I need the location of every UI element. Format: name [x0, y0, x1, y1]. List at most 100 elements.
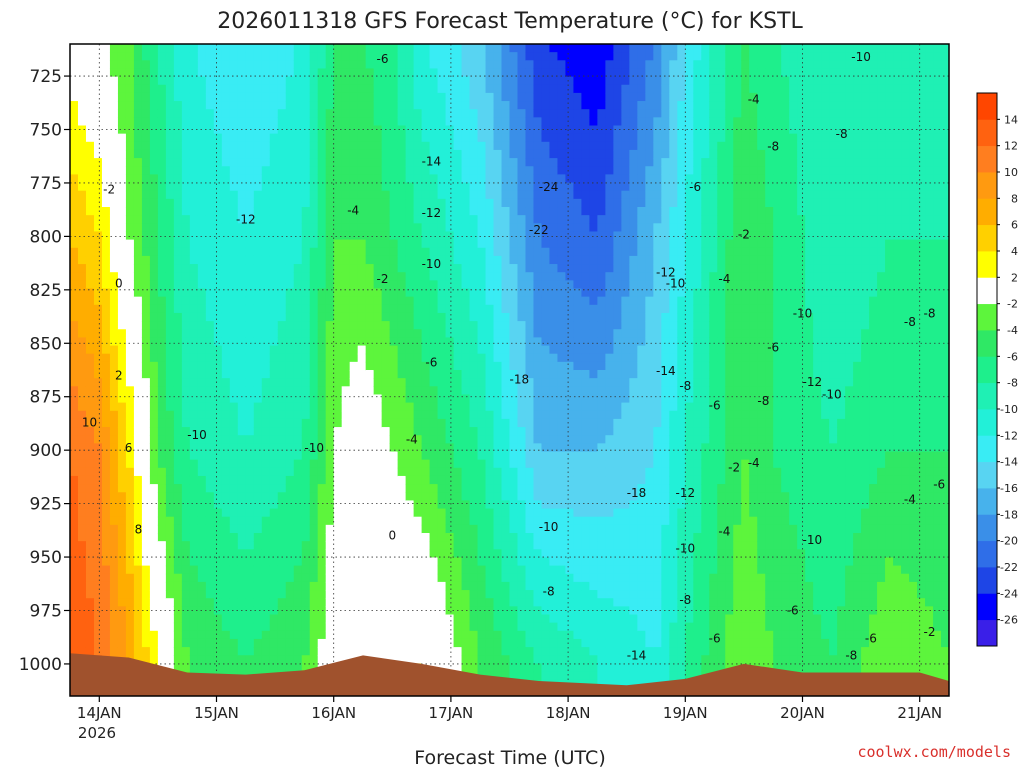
temperature-cell [389, 280, 399, 290]
temperature-cell [389, 655, 399, 664]
temperature-cell [525, 280, 535, 290]
temperature-cell [237, 524, 247, 534]
temperature-cell [85, 247, 95, 257]
temperature-cell [333, 557, 343, 567]
temperature-cell [285, 174, 295, 184]
temperature-cell [301, 402, 311, 412]
temperature-cell [309, 508, 319, 518]
temperature-cell [181, 647, 191, 656]
temperature-cell [133, 239, 143, 249]
temperature-cell [429, 255, 439, 265]
temperature-cell [93, 255, 103, 265]
temperature-cell [469, 215, 479, 224]
temperature-cell [517, 92, 527, 102]
temperature-cell [429, 475, 439, 485]
temperature-cell [421, 541, 431, 550]
temperature-cell [501, 215, 511, 224]
temperature-cell [70, 516, 79, 526]
temperature-cell [221, 264, 231, 273]
temperature-cell [477, 370, 487, 379]
temperature-cell [157, 190, 167, 200]
temperature-cell [357, 207, 367, 216]
temperature-cell [133, 158, 143, 167]
temperature-cell [413, 622, 423, 632]
temperature-cell [157, 492, 167, 501]
temperature-cell [237, 467, 247, 477]
temperature-cell [549, 198, 559, 208]
temperature-cell [77, 125, 87, 135]
temperature-cell [149, 524, 159, 534]
temperature-cell [301, 500, 311, 510]
temperature-cell [165, 337, 175, 347]
temperature-cell [493, 614, 503, 624]
temperature-cell [309, 329, 319, 338]
temperature-cell [437, 215, 447, 224]
temperature-cell [525, 655, 535, 664]
temperature-cell [373, 386, 383, 396]
temperature-cell [509, 215, 519, 224]
temperature-cell [461, 549, 471, 559]
temperature-cell [445, 630, 455, 640]
temperature-cell [117, 484, 127, 493]
temperature-cell [277, 402, 287, 412]
temperature-cell [453, 622, 463, 632]
temperature-cell [469, 541, 479, 550]
temperature-cell [541, 516, 551, 526]
temperature-cell [149, 321, 159, 330]
temperature-cell [557, 329, 567, 338]
temperature-cell [261, 590, 271, 599]
temperature-cell [493, 378, 503, 387]
temperature-cell [413, 304, 423, 314]
temperature-cell [429, 386, 439, 396]
temperature-cell [525, 84, 535, 94]
temperature-cell [277, 166, 287, 175]
temperature-cell [421, 239, 431, 249]
temperature-cell [525, 435, 535, 444]
temperature-cell [173, 492, 183, 501]
temperature-cell [109, 239, 119, 249]
temperature-cell [261, 500, 271, 510]
temperature-cell [501, 133, 511, 143]
temperature-cell [117, 475, 127, 485]
temperature-cell [301, 101, 311, 110]
temperature-cell [149, 606, 159, 616]
temperature-cell [437, 549, 447, 559]
temperature-cell [197, 581, 207, 591]
temperature-cell [221, 345, 231, 355]
temperature-cell [149, 345, 159, 355]
temperature-cell [173, 565, 183, 575]
temperature-cell [469, 418, 479, 428]
temperature-cell [429, 418, 439, 428]
temperature-cell [381, 312, 391, 322]
temperature-cell [133, 76, 143, 86]
temperature-cell [421, 304, 431, 314]
temperature-cell [317, 581, 327, 591]
temperature-cell [517, 516, 527, 526]
temperature-cell [309, 264, 319, 273]
temperature-cell [525, 321, 535, 330]
temperature-cell [421, 516, 431, 526]
temperature-cell [109, 394, 119, 404]
temperature-cell [533, 190, 543, 200]
temperature-cell [309, 541, 319, 550]
temperature-cell [181, 622, 191, 632]
temperature-cell [133, 280, 143, 290]
temperature-cell [365, 508, 375, 518]
temperature-cell [133, 573, 143, 583]
temperature-cell [101, 345, 111, 355]
temperature-cell [469, 296, 479, 306]
temperature-cell [141, 361, 151, 371]
temperature-cell [189, 459, 199, 469]
temperature-cell [237, 663, 247, 673]
temperature-cell [157, 427, 167, 436]
temperature-cell [429, 76, 439, 86]
temperature-cell [405, 76, 415, 86]
temperature-cell [269, 573, 279, 583]
temperature-cell [517, 141, 527, 151]
temperature-cell [501, 312, 511, 322]
temperature-cell [389, 198, 399, 208]
temperature-cell [549, 312, 559, 322]
temperature-cell [301, 565, 311, 575]
temperature-cell [357, 337, 367, 347]
temperature-cell [253, 304, 263, 314]
